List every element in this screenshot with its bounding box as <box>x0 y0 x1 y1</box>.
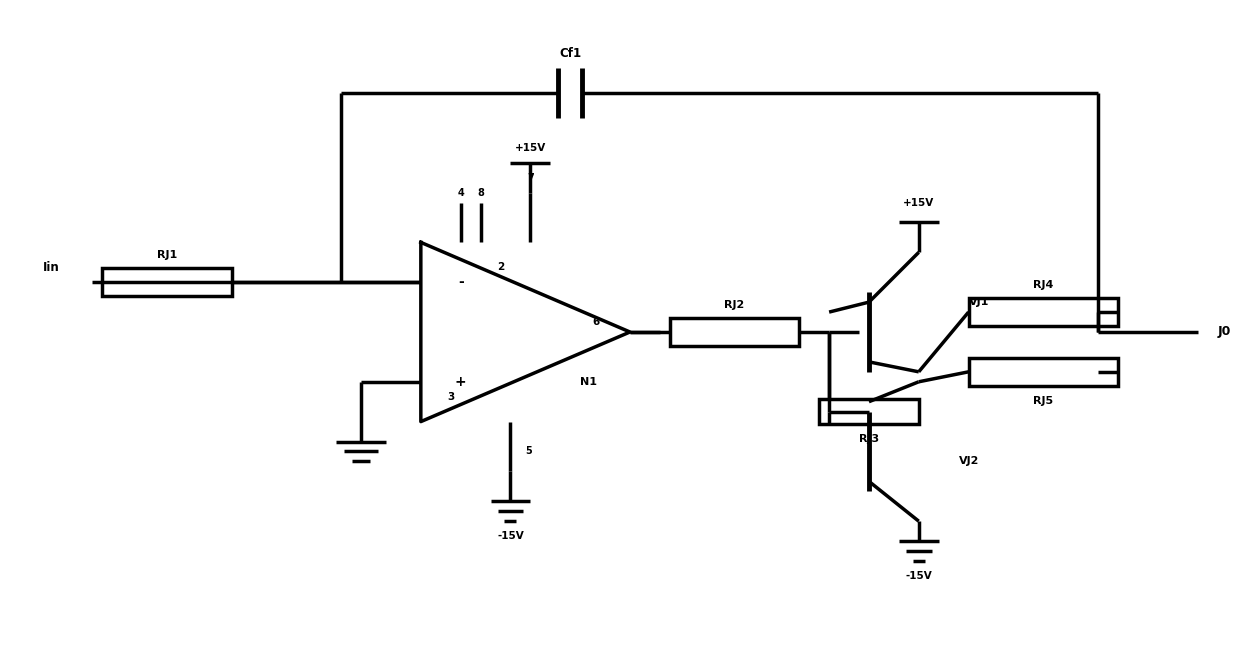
Text: 7: 7 <box>527 173 533 183</box>
Bar <box>670 318 800 346</box>
Text: Cf1: Cf1 <box>559 46 582 60</box>
Text: RJ3: RJ3 <box>859 434 879 444</box>
Text: 5: 5 <box>526 446 532 457</box>
Text: VJ2: VJ2 <box>959 457 978 467</box>
Text: -15V: -15V <box>905 571 932 581</box>
Text: 8: 8 <box>477 187 484 197</box>
Text: RJ4: RJ4 <box>1033 280 1054 290</box>
Bar <box>820 399 919 424</box>
Text: Iin: Iin <box>42 261 60 274</box>
Text: RJ5: RJ5 <box>1033 396 1053 406</box>
Text: RJ1: RJ1 <box>156 250 177 260</box>
Text: N1: N1 <box>580 377 598 387</box>
Bar <box>968 358 1118 386</box>
Bar <box>968 298 1118 326</box>
Text: +15V: +15V <box>515 143 546 153</box>
Bar <box>102 268 232 296</box>
Text: -: - <box>458 275 464 289</box>
Text: +: + <box>455 375 466 389</box>
Text: 6: 6 <box>593 317 600 327</box>
Text: 2: 2 <box>497 262 505 272</box>
Text: RJ2: RJ2 <box>724 300 745 310</box>
Text: -15V: -15V <box>497 531 523 541</box>
Text: 3: 3 <box>448 392 454 402</box>
Text: VJ1: VJ1 <box>968 297 990 307</box>
Text: +15V: +15V <box>903 197 935 208</box>
Text: 4: 4 <box>458 187 464 197</box>
Text: J0: J0 <box>1218 326 1231 338</box>
